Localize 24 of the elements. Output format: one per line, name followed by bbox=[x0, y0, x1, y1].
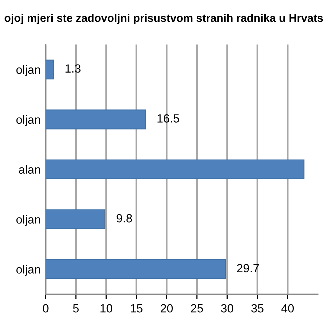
y-tick-label: alan bbox=[19, 165, 40, 174]
data-label: 1.3 bbox=[66, 64, 81, 73]
data-label: 29.7 bbox=[237, 264, 260, 273]
x-tick-label: 30 bbox=[221, 304, 234, 313]
chart-title: ojoj mjeri ste zadovoljni prisustvom stranih radnika u Hrvats bbox=[4, 14, 324, 24]
x-tick-label: 15 bbox=[131, 304, 143, 313]
y-tick-label: oljan bbox=[16, 115, 40, 126]
x-tick-label: 5 bbox=[73, 304, 79, 313]
data-label: 16.5 bbox=[158, 114, 180, 123]
x-tick-label: 35 bbox=[252, 304, 264, 313]
bar bbox=[46, 260, 226, 280]
data-label: 9.8 bbox=[116, 214, 132, 223]
x-tick-label: 20 bbox=[160, 304, 174, 313]
y-tick-label: oljan bbox=[16, 65, 40, 76]
x-tick-label: 25 bbox=[191, 304, 204, 313]
y-tick-label: oljan bbox=[16, 215, 40, 226]
x-tick-label: 10 bbox=[100, 304, 113, 313]
x-tick-label: 0 bbox=[43, 304, 49, 313]
bar bbox=[46, 210, 106, 230]
bar bbox=[46, 110, 146, 130]
bar bbox=[46, 60, 54, 80]
x-tick-label: 40 bbox=[282, 304, 294, 313]
y-tick-label: oljan bbox=[16, 265, 40, 276]
bar bbox=[46, 160, 305, 180]
